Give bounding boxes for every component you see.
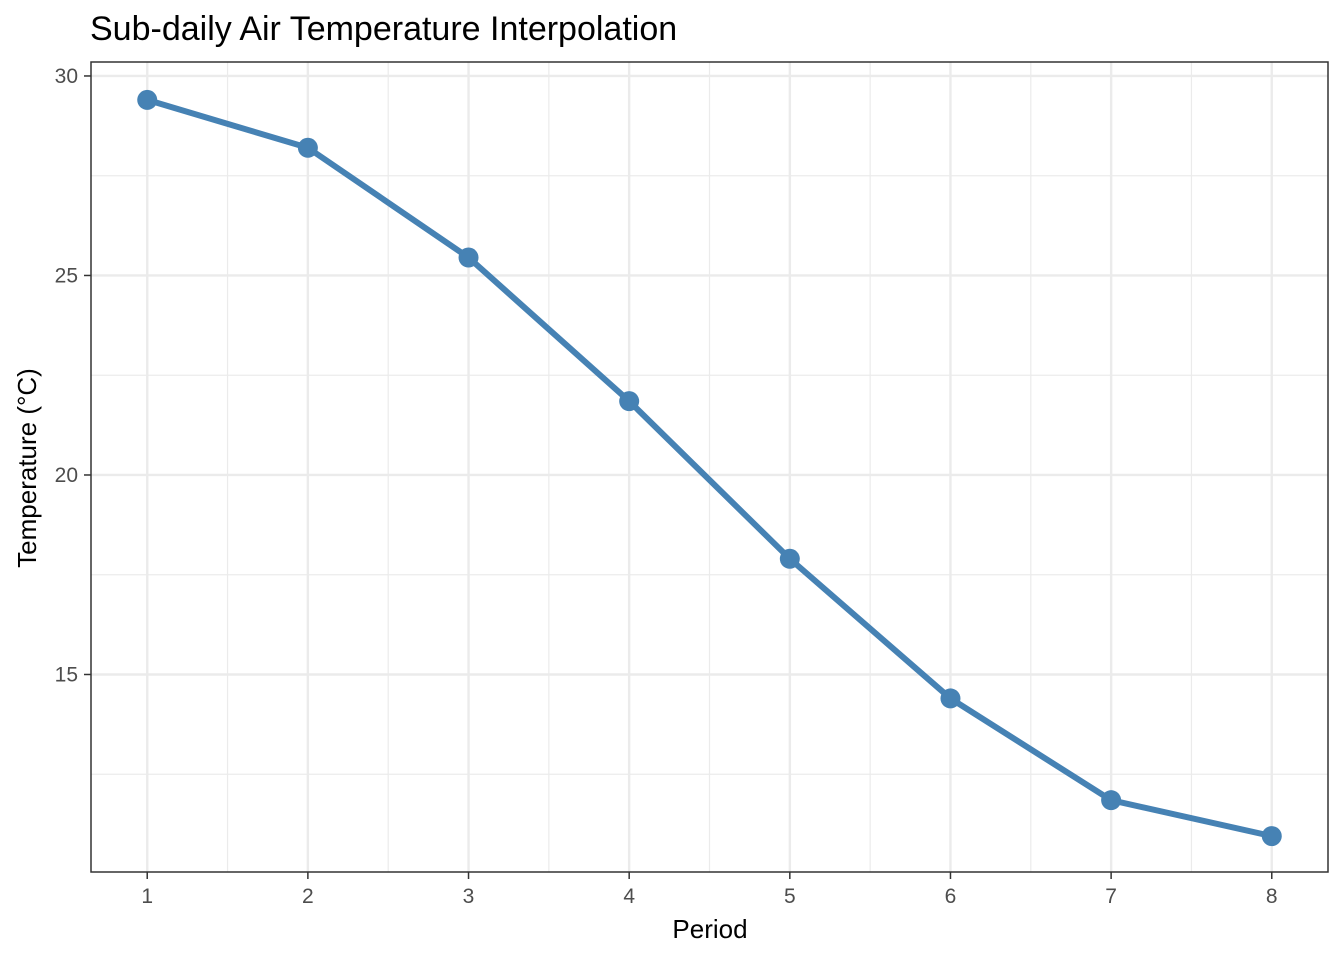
y-tick-label: 15 <box>55 663 78 686</box>
data-point <box>297 137 318 158</box>
minor-gridlines <box>91 62 1328 872</box>
data-point <box>619 391 640 412</box>
major-gridlines <box>91 62 1328 872</box>
data-point <box>940 688 961 709</box>
axis-ticks <box>84 75 1273 879</box>
chart-title: Sub-daily Air Temperature Interpolation <box>90 10 677 48</box>
x-tick-label: 4 <box>623 885 635 908</box>
panel-border <box>90 61 1329 873</box>
data-point <box>1101 790 1122 811</box>
x-tick-label: 6 <box>945 885 957 908</box>
y-tick-label: 20 <box>55 464 78 487</box>
x-tick-label: 1 <box>141 885 153 908</box>
tick-labels: 1 2 3 4 5 6 7 8 15 20 25 30 <box>55 65 1278 908</box>
y-tick-label: 25 <box>55 264 78 287</box>
series-layer <box>137 89 1282 847</box>
x-tick-label: 3 <box>463 885 475 908</box>
data-point <box>458 247 479 268</box>
x-tick-label: 2 <box>302 885 314 908</box>
y-tick-label: 30 <box>55 65 78 88</box>
x-axis-title: Period <box>672 914 747 944</box>
x-tick-label: 7 <box>1105 885 1117 908</box>
data-point <box>137 89 158 110</box>
series-line <box>146 97 1273 840</box>
data-point <box>1261 826 1282 847</box>
x-tick-label: 8 <box>1266 885 1278 908</box>
data-point <box>779 548 800 569</box>
y-axis-title: Temperature (°C) <box>12 368 42 568</box>
x-tick-label: 5 <box>784 885 796 908</box>
